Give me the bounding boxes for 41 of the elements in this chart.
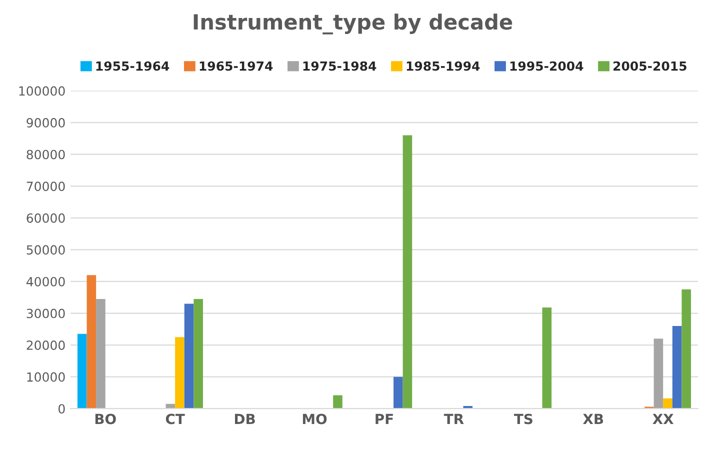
bar: [654, 338, 664, 409]
bar: [402, 135, 412, 409]
bar: [542, 308, 552, 409]
bar: [194, 298, 203, 409]
legend-label: 1955-1964: [96, 61, 170, 71]
x-tick-label: TR: [444, 414, 464, 424]
bar: [333, 395, 342, 409]
bar: [184, 304, 194, 409]
y-tick-label: 60000: [26, 213, 65, 223]
x-tick-label: BO: [95, 414, 116, 424]
bar: [682, 289, 691, 409]
legend-label: 2005-2015: [613, 61, 686, 71]
y-tick-label: 40000: [26, 276, 65, 286]
y-tick-label: 70000: [26, 182, 65, 192]
y-tick-label: 10000: [27, 372, 65, 382]
bar: [77, 334, 87, 409]
y-tick-label: 90000: [26, 118, 65, 128]
x-tick-label: TS: [514, 414, 532, 424]
x-tick-label: CT: [166, 414, 185, 424]
x-tick-label: PF: [376, 414, 393, 424]
legend-label: 1985-1994: [406, 61, 480, 71]
legend-label: 1975-1984: [303, 61, 376, 71]
bar: [86, 275, 96, 409]
x-tick-label: MO: [302, 414, 327, 424]
legend-label: 1965-1974: [200, 61, 273, 71]
x-tick-label: DB: [235, 414, 255, 424]
y-tick-label: 50000: [26, 245, 65, 255]
y-tick-label: 20000: [26, 340, 65, 350]
y-tick-label: 30000: [26, 308, 65, 318]
bar: [672, 326, 682, 409]
x-tick-label: XX: [652, 414, 674, 424]
x-tick-label: XB: [582, 414, 604, 424]
chart-title: Instrument_type by decade: [194, 14, 512, 34]
y-tick-label: 100000: [19, 86, 65, 96]
bar: [663, 398, 672, 409]
y-tick-label: 80000: [26, 150, 65, 160]
y-tick-label: 0: [58, 404, 65, 414]
bar: [96, 298, 106, 409]
bar: [175, 337, 184, 409]
legend-label: 1995-2004: [510, 61, 584, 71]
bar: [394, 376, 403, 409]
